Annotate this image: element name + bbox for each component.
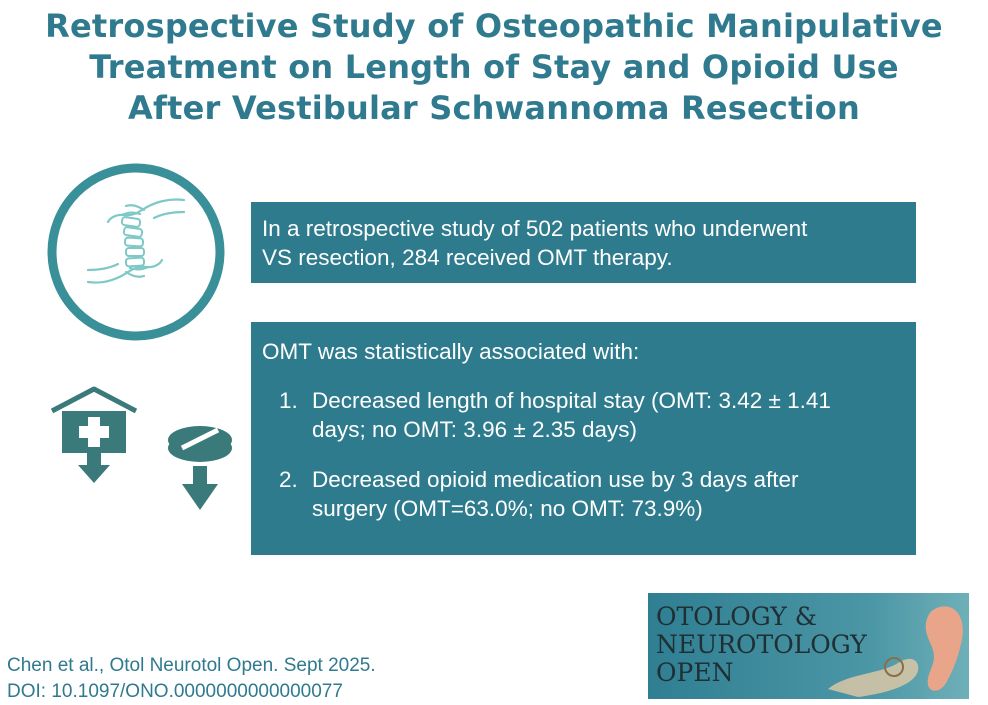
findings-intro: OMT was statistically associated with:: [262, 339, 640, 364]
journal-word-2: NEUROTOLOGY: [656, 630, 867, 659]
title-line-2: Treatment on Length of Stay and Opioid U…: [89, 48, 899, 86]
finding-line: days; no OMT: 3.96 ± 2.35 days): [312, 417, 638, 442]
finding-text: Decreased length of hospital stay (OMT: …: [312, 386, 906, 444]
finding-line: surgery (OMT=63.0%; no OMT: 73.9%): [312, 496, 703, 521]
citation: Chen et al., Otol Neurotol Open. Sept 20…: [7, 653, 376, 705]
summary-line-1: In a retrospective study of 502 patients…: [262, 216, 808, 241]
journal-logo: OTOLOGY & NEUROTOLOGY OPEN: [648, 593, 969, 699]
summary-line-2: VS resection, 284 received OMT therapy.: [262, 245, 673, 270]
page-title: Retrospective Study of Osteopathic Manip…: [0, 6, 988, 129]
summary-box: In a retrospective study of 502 patients…: [251, 202, 916, 283]
finding-number: 2.: [279, 467, 298, 492]
finding-text: Decreased opioid medication use by 3 day…: [312, 465, 906, 523]
finding-item: 2. Decreased opioid medication use by 3 …: [262, 465, 906, 523]
title-line-3: After Vestibular Schwannoma Resection: [128, 89, 860, 127]
findings-box: OMT was statistically associated with: 1…: [251, 322, 916, 555]
finding-line: Decreased length of hospital stay (OMT: …: [312, 388, 831, 413]
citation-line-1: Chen et al., Otol Neurotol Open. Sept 20…: [7, 655, 376, 676]
journal-word-3: OPEN: [656, 658, 733, 687]
title-line-1: Retrospective Study of Osteopathic Manip…: [45, 7, 943, 45]
pill-down-icon: [168, 426, 232, 510]
finding-line: Decreased opioid medication use by 3 day…: [312, 467, 799, 492]
finding-number: 1.: [279, 388, 298, 413]
hospital-down-icon: [50, 386, 138, 483]
journal-word-1: OTOLOGY &: [656, 602, 817, 631]
citation-line-2: DOI: 10.1097/ONO.0000000000000077: [7, 681, 343, 702]
hands-spine-icon: [47, 163, 225, 341]
finding-item: 1. Decreased length of hospital stay (OM…: [262, 386, 906, 444]
